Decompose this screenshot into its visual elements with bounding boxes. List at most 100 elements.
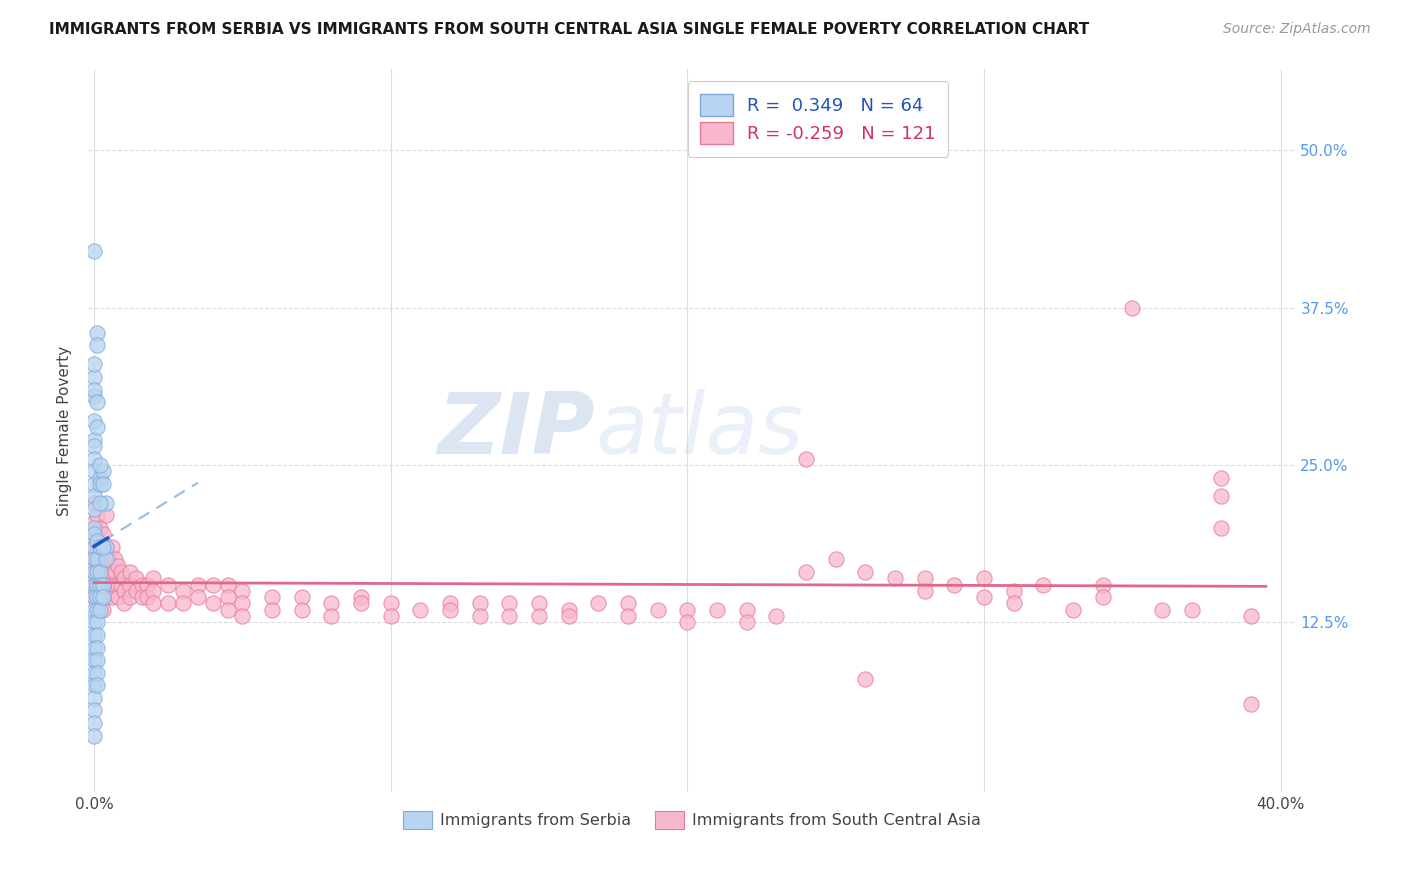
Point	[94, 591, 117, 605]
Point	[89, 591, 111, 605]
Point	[89, 603, 111, 617]
Point	[1091, 577, 1114, 591]
Point	[83, 433, 105, 447]
Point	[83, 357, 105, 371]
Point	[498, 597, 520, 611]
Point	[527, 609, 550, 624]
Point	[86, 533, 108, 548]
Point	[172, 597, 194, 611]
Point	[1121, 301, 1143, 315]
Point	[89, 477, 111, 491]
Point	[97, 552, 120, 566]
Point	[83, 615, 105, 630]
Point	[86, 591, 108, 605]
Point	[94, 577, 117, 591]
Point	[86, 628, 108, 642]
Point	[83, 591, 105, 605]
Point	[91, 477, 114, 491]
Point	[291, 603, 314, 617]
Point	[83, 540, 105, 554]
Point	[83, 552, 105, 566]
Point	[104, 552, 127, 566]
Point	[291, 591, 314, 605]
Point	[217, 603, 239, 617]
Point	[83, 521, 105, 535]
Point	[1211, 470, 1233, 484]
Text: ZIP: ZIP	[437, 389, 595, 472]
Point	[86, 552, 108, 566]
Point	[1240, 609, 1263, 624]
Point	[86, 326, 108, 340]
Text: atlas: atlas	[595, 389, 803, 472]
Y-axis label: Single Female Poverty: Single Female Poverty	[58, 345, 72, 516]
Point	[89, 496, 111, 510]
Point	[101, 565, 124, 579]
Point	[89, 521, 111, 535]
Point	[86, 565, 108, 579]
Point	[468, 597, 491, 611]
Point	[86, 552, 108, 566]
Point	[83, 515, 105, 529]
Point	[91, 591, 114, 605]
Point	[86, 591, 108, 605]
Point	[83, 527, 105, 541]
Point	[107, 577, 129, 591]
Point	[83, 496, 105, 510]
Point	[86, 395, 108, 409]
Point	[89, 577, 111, 591]
Point	[83, 244, 105, 258]
Point	[142, 571, 165, 585]
Point	[557, 603, 579, 617]
Point	[86, 577, 108, 591]
Point	[647, 603, 669, 617]
Point	[91, 591, 114, 605]
Point	[83, 414, 105, 428]
Point	[676, 615, 699, 630]
Point	[83, 527, 105, 541]
Point	[91, 552, 114, 566]
Point	[83, 464, 105, 478]
Point	[86, 603, 108, 617]
Point	[86, 665, 108, 680]
Point	[131, 577, 153, 591]
Point	[86, 640, 108, 655]
Point	[617, 597, 640, 611]
Point	[89, 591, 111, 605]
Point	[350, 597, 373, 611]
Point	[201, 577, 224, 591]
Point	[321, 609, 343, 624]
Point	[187, 591, 209, 605]
Point	[884, 571, 907, 585]
Point	[824, 552, 846, 566]
Point	[187, 577, 209, 591]
Point	[794, 565, 817, 579]
Point	[83, 490, 105, 504]
Point	[86, 508, 108, 523]
Point	[86, 338, 108, 352]
Point	[217, 577, 239, 591]
Point	[735, 615, 758, 630]
Point	[86, 565, 108, 579]
Point	[110, 565, 132, 579]
Point	[86, 603, 108, 617]
Point	[676, 603, 699, 617]
Point	[83, 628, 105, 642]
Point	[321, 597, 343, 611]
Point	[409, 603, 432, 617]
Point	[91, 540, 114, 554]
Point	[439, 597, 461, 611]
Point	[1062, 603, 1084, 617]
Point	[89, 577, 111, 591]
Point	[110, 577, 132, 591]
Point	[83, 640, 105, 655]
Point	[231, 597, 253, 611]
Point	[101, 591, 124, 605]
Point	[89, 603, 111, 617]
Point	[118, 577, 141, 591]
Point	[83, 477, 105, 491]
Point	[101, 577, 124, 591]
Point	[142, 597, 165, 611]
Point	[94, 540, 117, 554]
Point	[157, 577, 180, 591]
Point	[86, 527, 108, 541]
